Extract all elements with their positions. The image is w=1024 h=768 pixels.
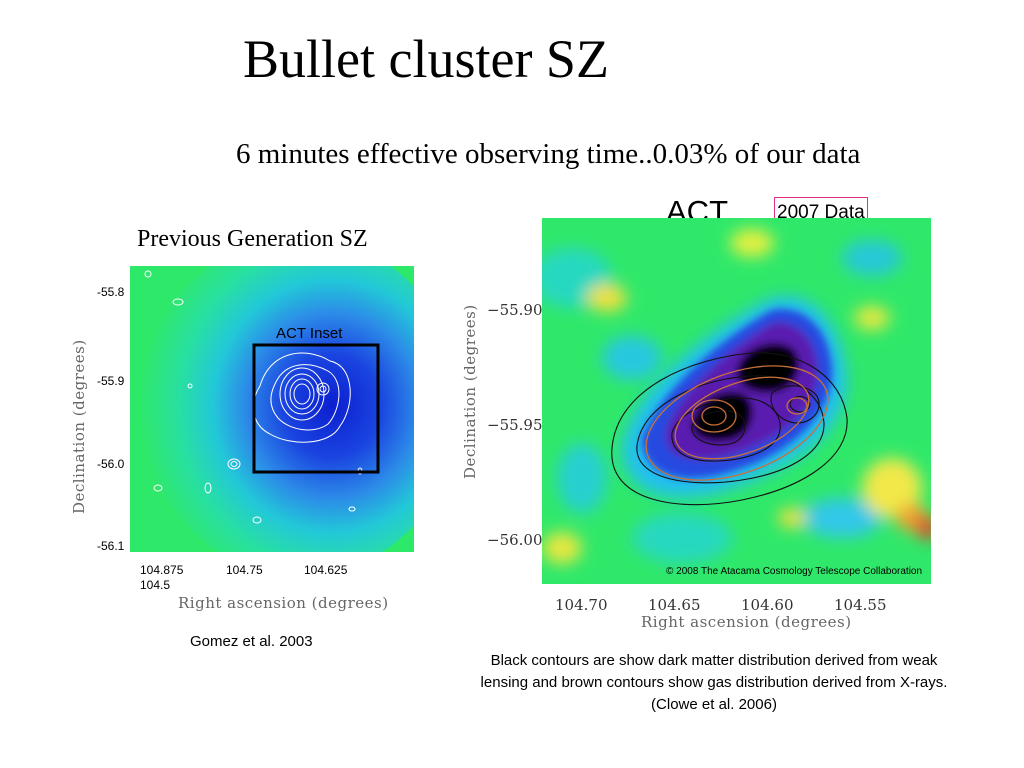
figure-caption: Black contours are show dark matter dist… <box>480 652 948 713</box>
copyright-notice: © 2008 The Atacama Cosmology Telescope C… <box>666 566 922 577</box>
slide-title: Bullet cluster SZ <box>243 29 609 89</box>
right-x-tick: 104.65 <box>648 596 701 614</box>
right-x-tick: 104.60 <box>741 596 794 614</box>
left-x-tick: 104.625 <box>304 563 348 577</box>
right-act-map: © 2008 The Atacama Cosmology Telescope C… <box>542 218 931 584</box>
slide-subtitle: 6 minutes effective observing time..0.03… <box>236 138 861 170</box>
right-x-tick: 104.70 <box>555 596 608 614</box>
act-inset-label: ACT Inset <box>276 325 343 342</box>
right-x-tick: 104.55 <box>834 596 887 614</box>
left-y-tick: -55.8 <box>97 285 125 299</box>
left-x-tick: 104.75 <box>226 563 263 577</box>
left-y-axis-label: Declination (degrees) <box>70 339 88 514</box>
left-y-tick: -55.9 <box>97 374 125 388</box>
right-y-tick: −56.00 <box>487 531 543 549</box>
right-y-tick: −55.95 <box>487 416 543 434</box>
left-x-tick: 104.5 <box>140 578 171 592</box>
left-panel-heading: Previous Generation SZ <box>137 226 368 252</box>
left-x-axis-label: Right ascension (degrees) <box>178 594 389 612</box>
right-y-tick: −55.90 <box>487 301 543 319</box>
right-y-axis-label: Declination (degrees) <box>461 304 479 479</box>
left-credit: Gomez et al. 2003 <box>190 633 313 650</box>
left-y-tick: -56.0 <box>97 457 125 471</box>
left-x-tick: 104.875 <box>140 563 184 577</box>
act-inset-box <box>252 343 380 474</box>
left-sz-map <box>130 266 414 552</box>
left-y-tick: -56.1 <box>97 539 125 553</box>
right-x-axis-label: Right ascension (degrees) <box>641 613 852 631</box>
